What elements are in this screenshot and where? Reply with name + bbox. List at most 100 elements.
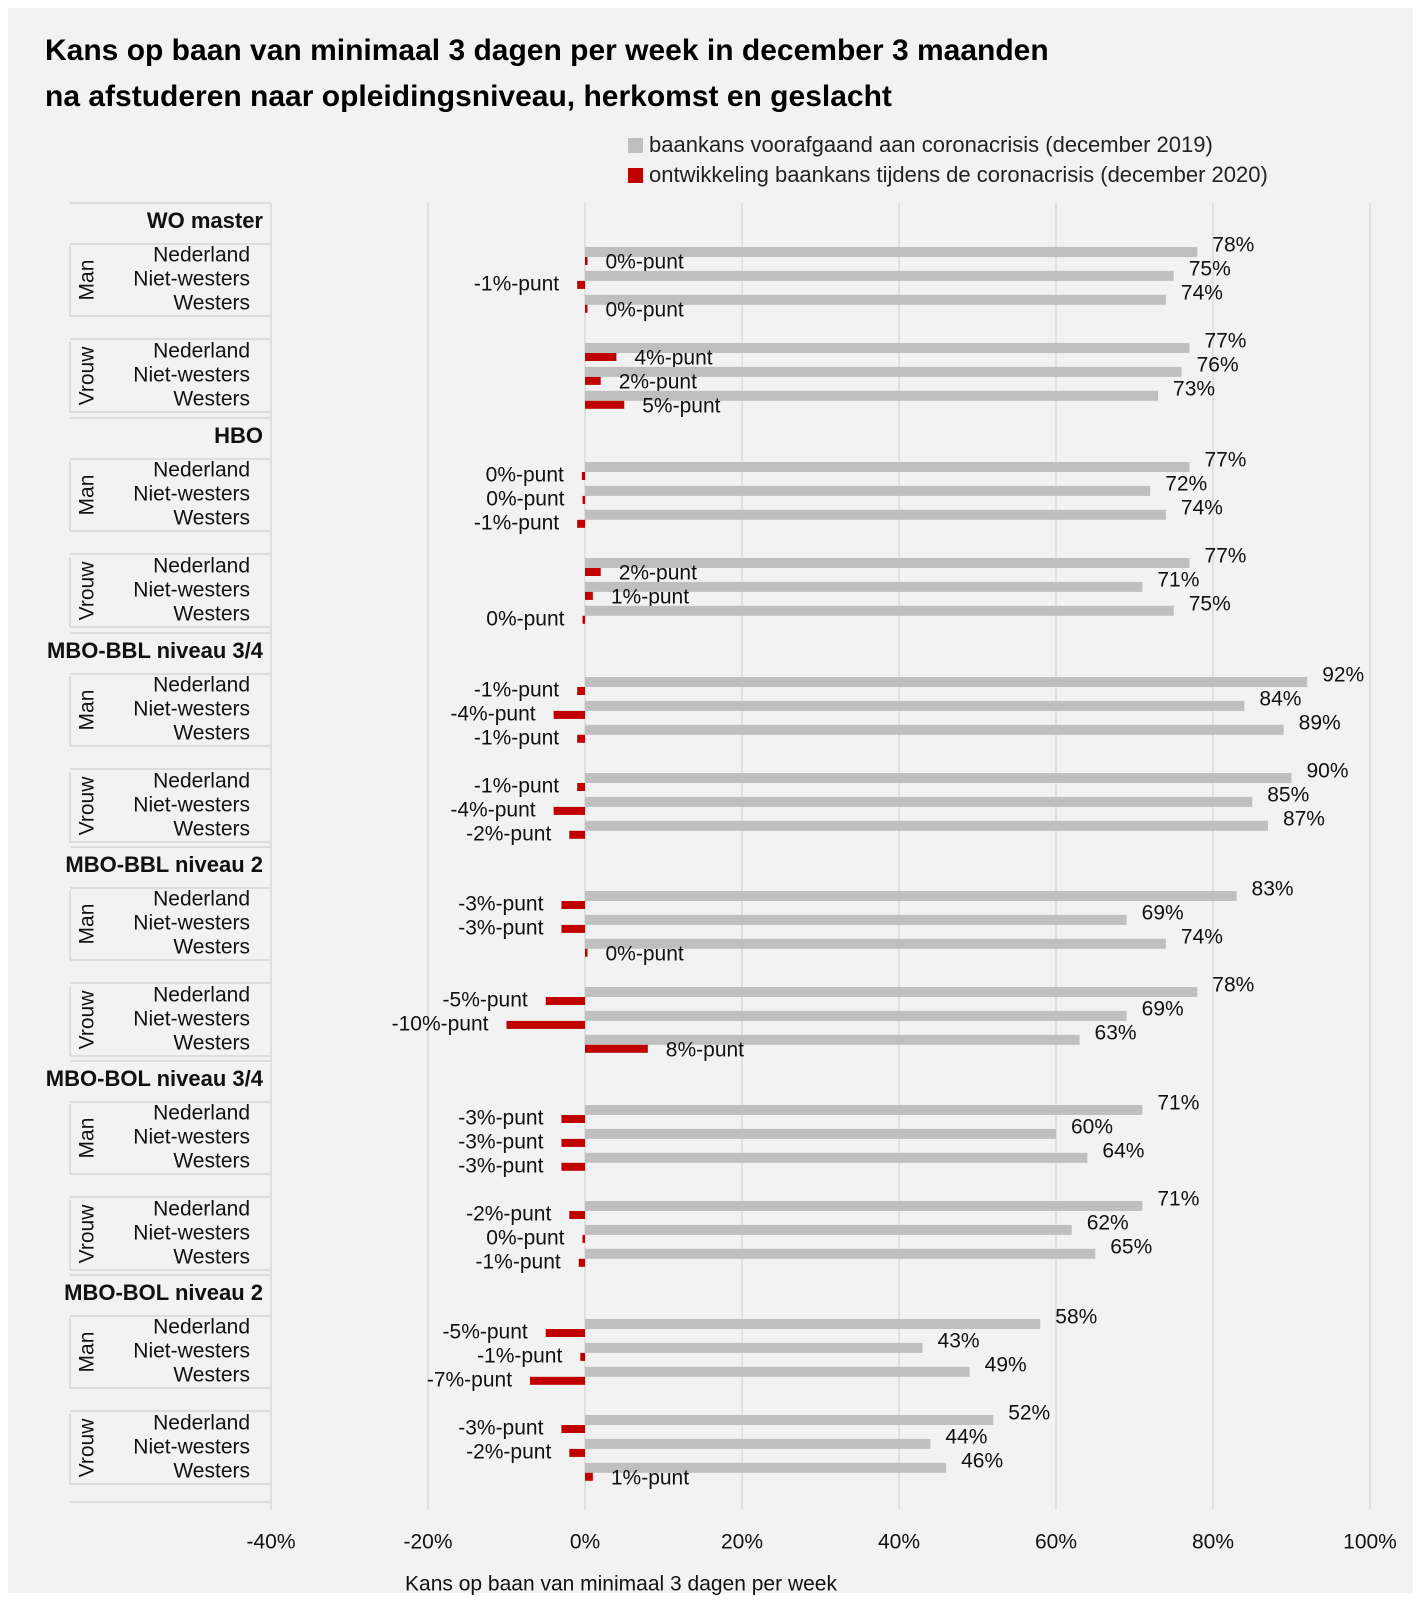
bar-change [585,257,588,265]
bar-baseline-label: 77% [1204,449,1246,472]
bar-baseline [585,1342,923,1353]
bar-change-label: 0%-punt [486,607,564,630]
bar-baseline [585,509,1166,520]
bar-change [569,1448,585,1457]
bar-change [585,400,625,409]
bar-baseline [585,1128,1056,1139]
bar-baseline-label: 92% [1322,664,1364,687]
origin-label: Nederland [153,1198,250,1221]
gender-label: Vrouw [76,990,99,1050]
origin-label: Nederland [153,888,250,911]
bar-baseline [585,1462,947,1473]
bar-change [585,1472,593,1481]
gender-label: Man [76,1118,99,1159]
bar-baseline [585,820,1268,831]
bar-change-label: -1%-punt [474,272,559,295]
bar-baseline-label: 75% [1189,257,1231,280]
origin-label: Westers [173,602,250,625]
bar-change-label: 1%-punt [611,1466,689,1489]
bar-baseline-label: 73% [1173,377,1215,400]
bar-baseline-label: 78% [1212,974,1254,997]
bar-change [577,783,585,791]
x-tick-label: -40% [246,1531,295,1554]
bar-baseline-label: 69% [1142,997,1184,1020]
group-label: HBO [214,423,263,448]
bar-baseline [585,581,1143,592]
origin-label: Westers [173,935,250,958]
bar-baseline [585,677,1308,687]
bar-change [577,519,585,528]
bar-change-label: 8%-punt [666,1038,744,1061]
bar-change-label: 0%-punt [606,298,684,321]
bar-change [585,948,588,957]
bar-baseline-label: 84% [1259,687,1301,710]
bar-baseline [585,1438,931,1449]
bar-change-label: 4%-punt [634,347,712,370]
bar-baseline-label: 74% [1181,925,1223,948]
bar-change [585,568,601,576]
bar-baseline [585,1319,1041,1329]
bar-change-label: 0%-punt [606,942,684,965]
bar-baseline-label: 65% [1110,1235,1152,1258]
bar-baseline [585,1415,994,1425]
bar-baseline [585,390,1159,401]
bar-baseline-label: 77% [1204,545,1246,568]
legend-label-baseline: baankans voorafgaand aan coronacrisis (d… [649,132,1213,157]
bar-change [569,830,585,839]
bar-change-label: -4%-punt [450,702,535,725]
bar-baseline [585,270,1174,281]
x-tick-label: 0% [570,1531,600,1554]
bar-baseline [585,914,1127,925]
bar-change [569,1211,585,1219]
bar-change-label: -1%-punt [476,1250,561,1273]
origin-label: Westers [173,1031,250,1054]
bar-baseline-label: 58% [1055,1306,1097,1329]
bar-baseline [585,247,1198,257]
bar-baseline [585,700,1245,711]
bar-change [582,615,585,624]
bar-baseline [585,891,1237,901]
origin-label: Niet-westers [133,911,250,934]
bar-change-label: -1%-punt [477,1344,562,1367]
origin-label: Westers [173,1149,250,1172]
bar-change-label: 0%-punt [606,251,684,274]
bar-change-label: -5%-punt [443,1321,528,1344]
bar-baseline-label: 83% [1252,878,1294,901]
origin-label: Niet-westers [133,1339,250,1362]
bar-change [545,997,585,1005]
bar-baseline [585,366,1182,377]
bar-baseline [585,343,1190,353]
bar-baseline-label: 43% [938,1329,980,1352]
bar-baseline [585,1248,1096,1259]
origin-label: Westers [173,506,250,529]
gender-label: Vrouw [76,346,99,406]
bar-change [561,1425,585,1433]
group-label: WO master [147,208,264,233]
bar-baseline [585,294,1166,305]
bar-baseline-label: 71% [1157,1188,1199,1211]
bar-baseline-label: 64% [1102,1139,1144,1162]
origin-label: Nederland [153,984,250,1007]
bar-change-label: -1%-punt [474,775,559,798]
origin-label: Westers [173,817,250,840]
bar-baseline-label: 72% [1165,472,1207,495]
bar-change-label: -1%-punt [474,679,559,702]
gender-label: Vrouw [76,1418,99,1478]
group-label: MBO-BBL niveau 2 [65,852,263,877]
origin-label: Nederland [153,1102,250,1125]
legend-label-change: ontwikkeling baankans tijdens de coronac… [649,162,1268,187]
bar-baseline [585,1152,1088,1163]
origin-label: Niet-westers [133,1125,250,1148]
bar-change-label: -2%-punt [466,1440,551,1463]
group-label: MBO-BOL niveau 2 [64,1280,263,1305]
gender-label: Man [76,260,99,301]
bar-baseline [585,938,1166,949]
bar-change-label: 0%-punt [486,487,564,510]
x-tick-label: 80% [1192,1531,1234,1554]
legend-item-baseline: baankans voorafgaand aan coronacrisis (d… [628,130,1268,160]
origin-label: Niet-westers [133,267,250,290]
bar-baseline-label: 71% [1157,1092,1199,1115]
bar-change [585,591,593,600]
bar-change-label: -1%-punt [474,726,559,749]
